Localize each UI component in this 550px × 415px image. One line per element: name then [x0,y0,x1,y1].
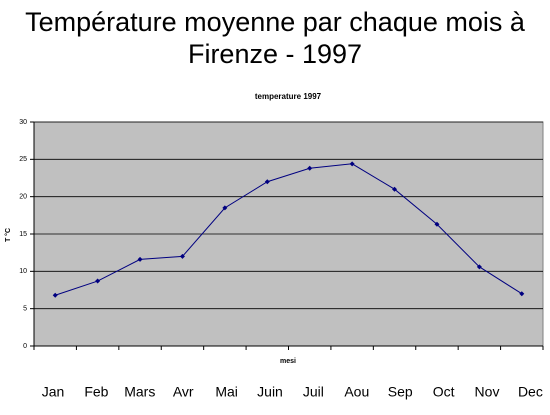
y-tick-label: 0 [23,343,27,350]
marker [476,264,482,270]
x-axis-label: mesi [280,358,296,365]
marker [222,205,228,211]
marker [52,292,58,298]
y-tick-label: 30 [19,119,27,126]
x-tick-label: Aou [344,384,369,400]
marker [95,278,101,284]
y-tick-label: 15 [19,231,27,238]
x-tick-label: Juin [257,384,283,400]
y-tick-label: 20 [19,194,27,201]
x-tick-label: Mars [124,384,155,400]
marker [307,165,313,171]
marker [137,256,143,262]
chart-title: temperature 1997 [255,92,322,101]
slide-title: Température moyenne par chaque mois à Fi… [25,7,525,69]
x-tick-label: Dec [518,384,543,400]
marker [519,291,525,297]
x-tick-label: Mai [215,384,238,400]
marker [392,186,398,192]
y-axis-label: T °C [4,228,12,242]
x-tick-label: Feb [84,384,108,400]
marker [179,253,185,259]
marker [434,221,440,227]
x-tick-label: Nov [475,384,500,400]
x-tick-label: Oct [433,384,455,400]
line [55,163,523,296]
x-tick-label: Juil [303,384,324,400]
y-tick-label: 25 [19,156,27,163]
y-tick-label: 10 [19,268,27,275]
x-tick-label: Sep [388,384,413,400]
y-tick-label: 5 [23,306,27,313]
x-tick-label: Jan [42,384,65,400]
x-tick-label: Avr [173,384,194,400]
marker [349,161,355,167]
marker [264,179,270,185]
